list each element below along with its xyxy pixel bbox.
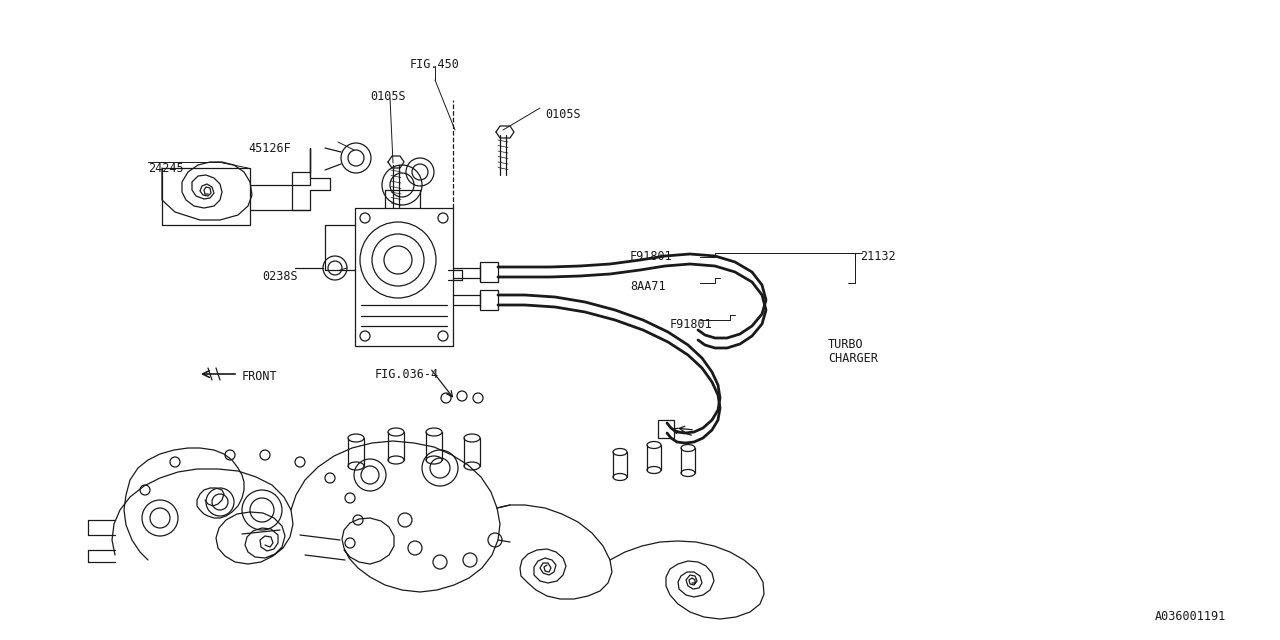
Text: CHARGER: CHARGER [828, 352, 878, 365]
Bar [480, 262, 498, 282]
Text: 24245: 24245 [148, 162, 183, 175]
Text: 0105S: 0105S [370, 90, 406, 103]
Text: 21132: 21132 [860, 250, 896, 263]
Text: FRONT: FRONT [242, 370, 278, 383]
Bar [480, 290, 498, 310]
Text: F91801: F91801 [630, 250, 673, 263]
Text: 0238S: 0238S [262, 270, 298, 283]
Text: 45126F: 45126F [248, 142, 291, 155]
Text: FIG.036-4: FIG.036-4 [375, 368, 439, 381]
Text: A036001191: A036001191 [1155, 610, 1226, 623]
Text: TURBO: TURBO [828, 338, 864, 351]
Bar [658, 420, 675, 438]
Text: FIG.450: FIG.450 [410, 58, 460, 71]
Text: F91801: F91801 [669, 318, 713, 331]
Text: 8AA71: 8AA71 [630, 280, 666, 293]
Text: 0105S: 0105S [545, 108, 581, 121]
